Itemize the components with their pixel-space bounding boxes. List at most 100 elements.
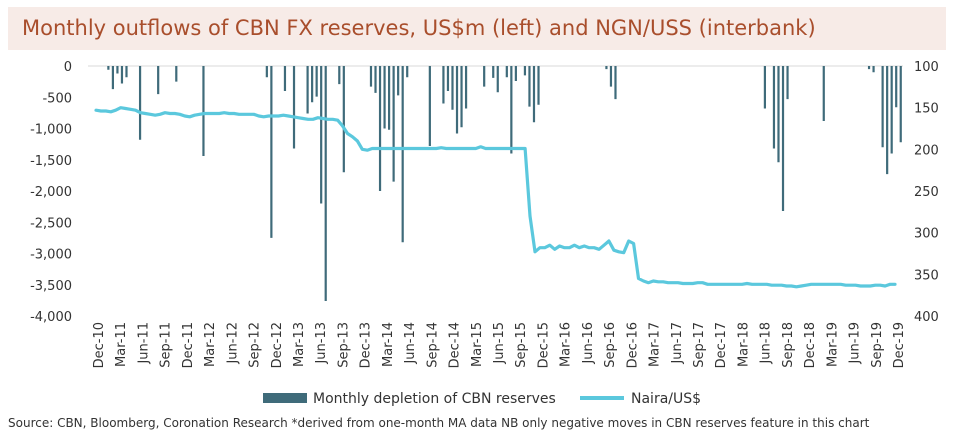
legend: Monthly depletion of CBN reserves Naira/U… (263, 391, 701, 407)
y-left-tick-label: -2,000 (30, 185, 72, 200)
legend-label-bars: Monthly depletion of CBN reserves (313, 391, 556, 407)
bar (265, 66, 268, 78)
bar (763, 66, 767, 109)
x-tick-label: Mar-11 (114, 322, 129, 367)
bar (895, 66, 898, 108)
bar (292, 66, 296, 149)
x-tick-label: Dec-15 (536, 322, 551, 368)
bar (116, 66, 119, 74)
chart-title: Monthly outflows of CBN FX reserves, US$… (22, 16, 816, 40)
x-tick-label: Jun-11 (136, 322, 151, 365)
x-tick-label: Mar-12 (203, 322, 218, 367)
bar (283, 66, 287, 91)
bar (614, 66, 617, 100)
y-left-tick-label: -1,500 (30, 154, 72, 169)
y-left-tick-label: 0 (64, 60, 72, 75)
y-right-tick-label: 300 (914, 227, 939, 242)
bar (528, 66, 531, 107)
bar (605, 66, 608, 70)
naira-usd-line (94, 106, 897, 289)
x-tick-label: Sep-18 (781, 322, 796, 368)
bar (867, 66, 871, 70)
bar (483, 66, 486, 87)
bar (338, 66, 341, 85)
bar (514, 66, 517, 81)
y-right-tick-label: 200 (914, 143, 939, 158)
bar (342, 66, 345, 173)
bar (397, 66, 400, 96)
bar (428, 66, 431, 146)
y-right-tick-label: 400 (914, 310, 939, 325)
bar (872, 66, 875, 73)
x-tick-label: Dec-11 (181, 322, 196, 368)
bar (175, 66, 178, 82)
x-tick-label: Dec-17 (714, 322, 729, 368)
bar (138, 66, 142, 140)
y-axis-right: 100 150 200 250 300 350 400 (914, 60, 939, 325)
bar (899, 66, 902, 143)
x-tick-label: Jun-13 (314, 322, 329, 365)
x-tick-label: Jun-18 (759, 322, 774, 365)
y-right-tick-label: 250 (914, 185, 939, 200)
bar (315, 66, 318, 97)
x-tick-label: Mar-15 (470, 322, 485, 367)
x-tick-label: Sep-17 (692, 322, 707, 368)
bar (510, 66, 513, 154)
bar (387, 66, 391, 130)
bar (120, 66, 124, 84)
x-tick-label: Sep-19 (870, 322, 885, 368)
bar (532, 66, 536, 123)
x-tick-label: Sep-13 (336, 322, 351, 368)
x-tick-label: Sep-12 (248, 322, 263, 368)
y-left-tick-label: -1,000 (30, 123, 72, 138)
y-left-tick-label: -3,000 (30, 248, 72, 263)
bar (772, 66, 776, 149)
legend-swatch-bars (263, 393, 307, 403)
bar (306, 66, 309, 114)
y-right-tick-label: 100 (914, 60, 939, 75)
bar (890, 66, 893, 154)
x-tick-label: Dec-13 (359, 322, 374, 368)
bar (125, 66, 128, 78)
x-tick-label: Jun-17 (670, 322, 685, 365)
x-tick-label: Mar-19 (825, 322, 840, 367)
x-tick-label: Mar-17 (648, 322, 663, 367)
bar (442, 66, 445, 104)
y-left-tick-label: -3,500 (30, 279, 72, 294)
bar-series (107, 66, 902, 301)
y-left-tick-label: -4,000 (30, 310, 72, 325)
x-tick-label: Mar-16 (559, 322, 574, 367)
bar (157, 66, 160, 95)
chart-title-bar: Monthly outflows of CBN FX reserves, US$… (8, 7, 946, 50)
bar (320, 66, 323, 204)
x-tick-label: Jun-16 (581, 322, 596, 365)
source-note: Source: CBN, Bloomberg, Coronation Resea… (8, 416, 870, 430)
bar (401, 66, 404, 243)
x-tick-label: Sep-15 (514, 322, 529, 368)
x-tick-label: Dec-12 (270, 322, 285, 368)
bar (107, 66, 110, 70)
x-tick-label: Dec-19 (892, 322, 907, 368)
bar (111, 66, 115, 90)
y-left-tick-label: -2,500 (30, 216, 72, 231)
bar (311, 66, 314, 103)
bar (446, 66, 450, 91)
bar (406, 66, 409, 78)
x-tick-label: Dec-16 (625, 322, 640, 368)
bar (786, 66, 789, 100)
line-series (94, 106, 897, 289)
bar (369, 66, 373, 87)
bar (822, 66, 825, 121)
bar (392, 66, 395, 182)
y-right-tick-label: 150 (914, 102, 939, 117)
bar (609, 66, 613, 87)
bar (492, 66, 495, 78)
x-tick-label: Jun-12 (225, 322, 240, 365)
bar (324, 66, 327, 301)
x-tick-label: Mar-18 (736, 322, 751, 367)
x-tick-label: Jun-19 (848, 322, 863, 365)
bar (451, 66, 454, 110)
bar (537, 66, 540, 105)
x-tick-label: Jun-14 (403, 322, 418, 365)
